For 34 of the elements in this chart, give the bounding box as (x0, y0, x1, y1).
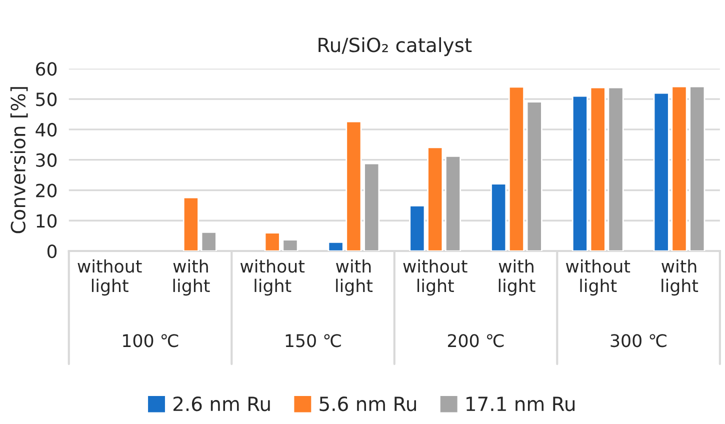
y-tick-label: 60 (36, 62, 57, 76)
y-tick-label: 20 (36, 184, 57, 198)
y-tick-label: 0 (47, 244, 57, 258)
y-tick-label: 10 (36, 214, 57, 228)
bar (508, 86, 524, 252)
legend-label: 5.6 nm Ru (320, 396, 416, 412)
bar (526, 101, 542, 252)
bar (200, 231, 217, 252)
text: 100 ℃ (123, 334, 178, 348)
legend-label: 2.6 nm Ru (173, 396, 270, 412)
text: 150 ℃ (286, 334, 341, 348)
y-tick-label: 40 (36, 122, 57, 137)
bar (444, 156, 462, 252)
text: 300 ℃ (610, 334, 666, 348)
bar (427, 146, 444, 252)
x-tick-label: with light (662, 259, 698, 296)
text: 200 ℃ (448, 334, 504, 348)
bar (572, 95, 588, 252)
y-axis-title: Conversion [%] (10, 87, 28, 234)
x-tick-label: with light (336, 259, 373, 296)
bar (490, 183, 507, 252)
x-tick-label: with light (498, 259, 536, 296)
bar (409, 205, 426, 252)
x-tick-label: with light (173, 259, 210, 296)
y-tick-label: 50 (36, 92, 57, 106)
chart-title: Ru/SiO₂ catalyst (318, 37, 472, 56)
bar (364, 162, 380, 252)
y-tick-label: 30 (36, 153, 57, 167)
bar (182, 196, 199, 252)
legend-label: 17.1 nm Ru (466, 396, 575, 412)
x-tick-label: without light (240, 259, 305, 296)
x-tick-label: without light (566, 259, 630, 296)
x-tick-label: without light (78, 259, 142, 296)
x-tick-label: without light (403, 259, 468, 296)
